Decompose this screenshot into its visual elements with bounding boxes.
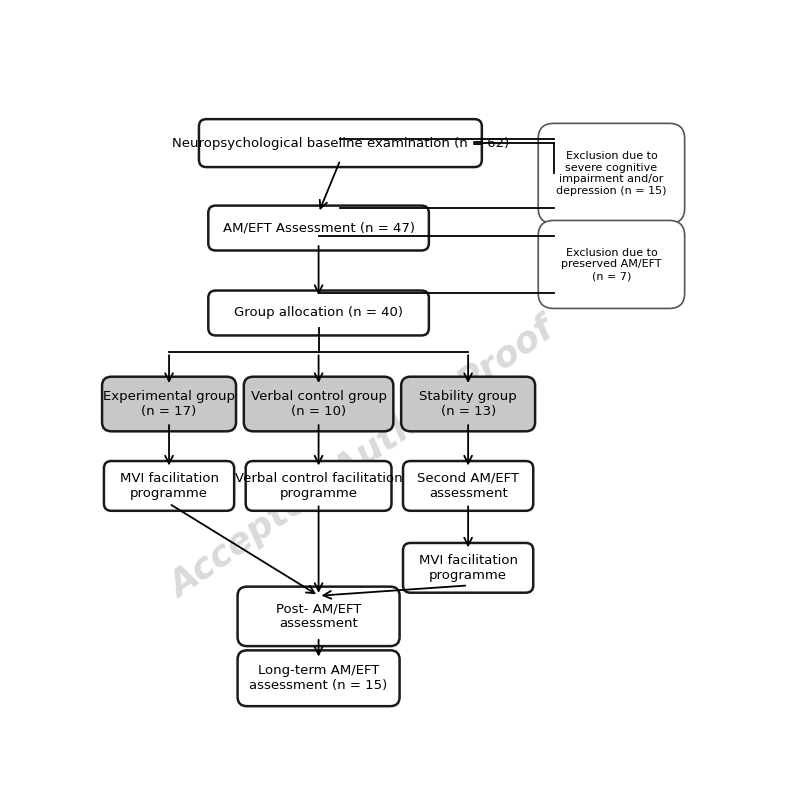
Text: Exclusion due to
severe cognitive
impairment and/or
depression (n = 15): Exclusion due to severe cognitive impair… [556, 151, 666, 196]
Text: Verbal control facilitation
programme: Verbal control facilitation programme [234, 472, 402, 500]
Text: Stability group
(n = 13): Stability group (n = 13) [418, 390, 516, 418]
FancyBboxPatch shape [537, 221, 684, 308]
Text: Neuropsychological baseline examination (n = 62): Neuropsychological baseline examination … [172, 136, 508, 150]
Text: Experimental group
(n = 17): Experimental group (n = 17) [103, 390, 234, 418]
FancyBboxPatch shape [102, 377, 236, 431]
FancyBboxPatch shape [208, 291, 428, 336]
Text: Second AM/EFT
assessment: Second AM/EFT assessment [417, 472, 519, 500]
FancyBboxPatch shape [238, 586, 399, 646]
Text: MVI facilitation
programme: MVI facilitation programme [418, 554, 517, 582]
FancyBboxPatch shape [198, 119, 481, 167]
Text: Exclusion due to
preserved AM/EFT
(n = 7): Exclusion due to preserved AM/EFT (n = 7… [560, 248, 661, 281]
FancyBboxPatch shape [402, 461, 532, 511]
FancyBboxPatch shape [208, 206, 428, 251]
Text: AM/EFT Assessment (n = 47): AM/EFT Assessment (n = 47) [222, 221, 414, 235]
Text: MVI facilitation
programme: MVI facilitation programme [120, 472, 218, 500]
Text: Group allocation (n = 40): Group allocation (n = 40) [234, 307, 402, 319]
FancyBboxPatch shape [246, 461, 391, 511]
Text: Verbal control group
(n = 10): Verbal control group (n = 10) [251, 390, 386, 418]
Text: Accepted Author Proof: Accepted Author Proof [163, 313, 560, 604]
FancyBboxPatch shape [537, 124, 684, 224]
FancyBboxPatch shape [402, 543, 532, 593]
Text: Post- AM/EFT
assessment: Post- AM/EFT assessment [275, 602, 361, 630]
FancyBboxPatch shape [243, 377, 393, 431]
FancyBboxPatch shape [238, 650, 399, 706]
FancyBboxPatch shape [401, 377, 535, 431]
FancyBboxPatch shape [104, 461, 234, 511]
Text: Long-term AM/EFT
assessment (n = 15): Long-term AM/EFT assessment (n = 15) [249, 664, 387, 693]
